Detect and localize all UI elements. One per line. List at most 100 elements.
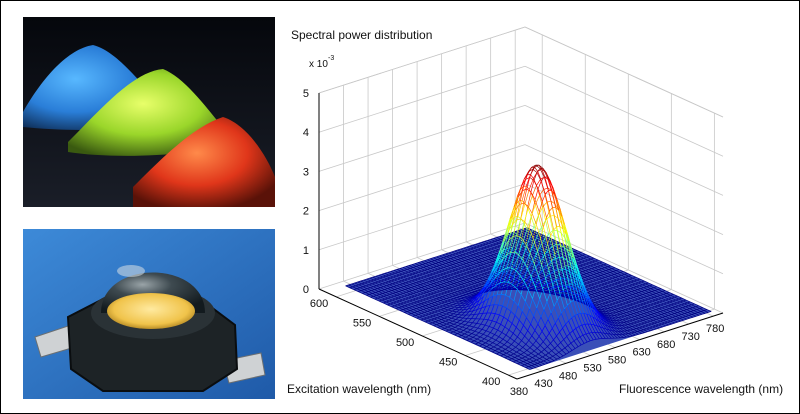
mesh-segment [587,266,592,270]
mesh-segment [403,275,407,278]
mesh-segment [571,283,577,300]
mesh-segment [485,280,490,288]
mesh-segment [637,304,641,307]
mesh-segment [389,299,393,302]
mesh-segment [652,309,656,312]
mesh-segment [430,299,434,302]
mesh-segment [579,254,583,257]
mesh-segment [441,260,445,262]
mesh-segment [507,271,511,274]
mesh-segment [588,278,594,282]
mesh-segment [512,235,518,238]
mesh-segment [509,252,515,255]
mesh-segment [587,265,591,268]
mesh-segment [648,324,653,328]
mesh-segment [471,251,477,255]
mesh-segment [489,273,494,281]
mesh-segment [637,305,642,309]
mesh-segment [670,310,674,312]
mesh-segment [490,273,496,283]
mesh-segment [548,271,552,274]
mesh-segment [506,285,511,288]
mesh-segment [630,281,636,285]
mesh-segment [541,331,547,338]
mesh-segment [385,291,389,293]
mesh-segment [601,300,606,304]
mesh-segment [542,341,548,347]
mesh-segment [555,207,559,211]
mesh-segment [430,300,435,303]
mesh-segment [584,260,590,264]
mesh-segment [675,306,680,309]
mesh-segment [558,210,564,229]
mesh-segment [665,299,670,303]
mesh-segment [582,333,587,336]
mesh-segment [427,309,431,312]
mesh-segment [439,254,443,257]
mesh-segment [577,259,583,263]
mesh-segment [646,285,650,288]
mesh-segment [486,305,491,314]
mesh-segment [606,263,611,267]
mesh-segment [543,309,549,320]
mesh-segment [535,287,540,290]
mesh-segment [588,306,594,318]
mesh-segment [445,329,450,332]
mesh-segment [529,344,534,348]
mesh-segment [681,304,686,308]
mesh-segment [631,299,636,302]
mesh-segment [414,285,418,287]
mesh-segment [587,276,593,279]
mesh-segment [447,285,453,288]
mesh-segment [653,287,659,290]
mesh-segment [456,271,460,274]
mesh-segment [532,367,536,369]
mesh-segment [655,299,660,303]
mesh-segment [493,238,499,241]
mesh-segment [592,270,596,272]
mesh-segment [571,271,577,274]
mesh-segment [459,255,465,258]
mesh-segment [617,273,622,276]
mesh-segment [465,303,470,306]
mesh-segment [394,304,398,307]
mesh-segment [681,314,686,317]
mesh-segment [527,352,532,356]
mesh-segment [462,336,466,339]
mesh-segment [668,307,673,310]
mesh-segment [432,273,438,277]
mesh-segment [387,270,391,273]
mesh-segment [438,271,444,275]
mesh-segment [418,281,424,284]
mesh-segment [431,276,435,279]
mesh-segment [451,293,456,296]
mesh-segment [612,317,617,321]
mesh-segment [643,302,647,305]
mesh-segment [595,279,601,283]
mesh-segment [665,298,669,301]
mesh-segment [386,284,390,287]
mesh-segment [654,296,659,300]
mesh-segment [684,313,690,316]
mesh-segment [539,275,544,278]
mesh-segment [647,314,652,316]
mesh-segment [507,272,512,276]
mesh-segment [544,239,548,252]
mesh-segment [433,307,437,310]
mesh-segment [696,308,700,310]
mesh-segment [546,293,551,302]
mesh-segment [407,277,411,280]
mesh-segment [565,294,570,297]
mesh-segment [611,330,617,335]
mesh-segment [384,288,388,290]
mesh-segment [551,328,557,337]
mesh-segment [407,268,411,270]
mesh-segment [619,334,624,338]
mesh-segment [547,312,552,320]
mesh-segment [590,258,596,262]
mesh-segment [540,277,544,279]
mesh-segment [424,278,429,281]
mesh-segment [489,342,493,346]
mesh-segment [445,253,450,257]
mesh-segment [597,282,602,286]
